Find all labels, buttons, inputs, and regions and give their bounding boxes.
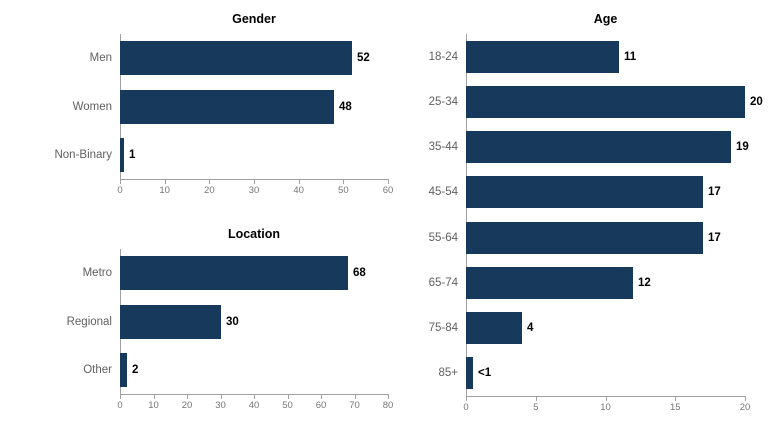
bar-35-44: [466, 131, 731, 163]
x-tick-label: 40: [248, 400, 260, 411]
x-tick-label: 10: [148, 400, 159, 411]
bar-value-label: 4: [527, 322, 534, 334]
x-tick-mark: [254, 395, 255, 399]
x-tick-mark: [287, 395, 289, 399]
bar-metro: [120, 256, 348, 290]
bar-value-label: 17: [708, 186, 721, 198]
x-tick-mark: [466, 397, 467, 401]
bar-men: [120, 41, 352, 75]
x-tick-mark: [605, 397, 607, 401]
x-tick-mark: [254, 180, 255, 184]
x-tick-label: 10: [159, 185, 170, 196]
bar-value-label: 17: [708, 232, 721, 244]
x-tick-mark: [209, 180, 211, 184]
x-tick-mark: [220, 395, 222, 399]
category-label: Men: [89, 52, 112, 64]
bar-value-label: 11: [624, 51, 637, 63]
category-label: Metro: [82, 267, 112, 279]
x-tick-label: 0: [463, 402, 469, 413]
x-tick-label: 50: [282, 400, 293, 411]
x-tick-mark: [388, 395, 389, 399]
x-tick-mark: [164, 180, 166, 184]
x-tick-mark: [187, 395, 188, 399]
chart-title: Age: [593, 12, 618, 26]
category-label: 25-34: [428, 96, 458, 108]
x-tick-label: 80: [382, 400, 394, 411]
category-label: Other: [83, 364, 112, 376]
x-tick-mark: [153, 395, 155, 399]
chart-title: Gender: [232, 12, 276, 26]
bar-value-label: 68: [353, 267, 366, 279]
x-tick-label: 10: [600, 402, 611, 413]
category-label: 45-54: [428, 186, 458, 198]
bar-other: [120, 353, 127, 387]
x-tick-label: 20: [204, 185, 215, 196]
category-label: 35-44: [428, 141, 458, 153]
category-label: Regional: [66, 316, 112, 328]
bar-value-label: <1: [478, 367, 492, 379]
x-axis-line: [120, 394, 389, 395]
bar-65-74: [466, 267, 633, 299]
x-tick-label: 30: [215, 400, 226, 411]
bar-18-24: [466, 41, 619, 73]
bar-value-label: 2: [132, 364, 139, 376]
category-label: 18-24: [428, 51, 458, 63]
bar-value-label: 20: [750, 96, 763, 108]
bar-women: [120, 90, 334, 124]
bar-55-64: [466, 222, 703, 254]
x-tick-mark: [120, 395, 121, 399]
bar-25-34: [466, 86, 745, 118]
x-tick-label: 15: [669, 402, 681, 413]
x-tick-mark: [120, 180, 121, 184]
bar-value-label: 1: [129, 149, 136, 161]
bar-value-label: 30: [226, 316, 239, 328]
x-tick-label: 30: [248, 185, 260, 196]
bar-non-binary: [120, 138, 124, 172]
x-tick-mark: [535, 397, 537, 401]
y-axis-line: [466, 34, 467, 396]
bar-45-54: [466, 176, 703, 208]
x-tick-label: 0: [117, 185, 123, 196]
category-label: 55-64: [428, 232, 458, 244]
bar-value-label: 12: [638, 277, 651, 289]
x-tick-mark: [298, 180, 300, 184]
x-tick-label: 20: [739, 402, 751, 413]
x-tick-label: 60: [382, 185, 394, 196]
x-tick-label: 60: [315, 400, 327, 411]
bar-value-label: 48: [339, 101, 352, 113]
x-tick-mark: [388, 180, 389, 184]
bar-regional: [120, 305, 221, 339]
x-axis-line: [120, 179, 389, 180]
chart-title: Location: [227, 227, 281, 241]
x-tick-mark: [321, 395, 322, 399]
x-tick-label: 40: [293, 185, 304, 196]
x-tick-label: 70: [349, 400, 360, 411]
category-label: 65-74: [428, 277, 458, 289]
x-tick-mark: [675, 397, 677, 401]
x-tick-label: 5: [533, 402, 539, 413]
category-label: 75-84: [428, 322, 458, 334]
bar-value-label: 19: [736, 141, 749, 153]
x-tick-label: 50: [338, 185, 349, 196]
x-tick-label: 0: [117, 400, 123, 411]
category-label: Women: [72, 101, 112, 113]
bar-85+: [466, 357, 473, 389]
category-label: 85+: [438, 367, 458, 379]
category-label: Non-Binary: [54, 149, 112, 161]
x-tick-mark: [745, 397, 746, 401]
x-tick-label: 20: [181, 400, 193, 411]
bar-75-84: [466, 312, 522, 344]
x-tick-mark: [343, 180, 345, 184]
x-tick-mark: [354, 395, 356, 399]
bar-value-label: 52: [357, 52, 370, 64]
x-axis-line: [466, 396, 746, 397]
